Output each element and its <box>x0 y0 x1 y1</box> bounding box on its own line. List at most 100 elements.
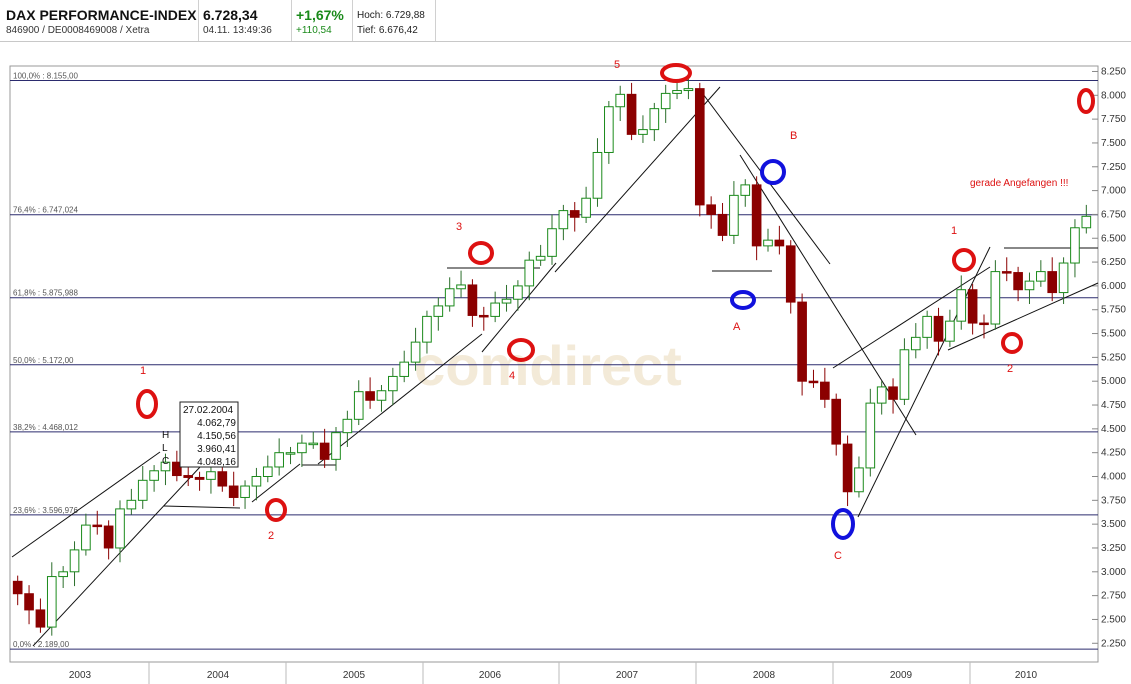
candle-86 <box>990 260 1001 330</box>
y-tick-label-17: 4.000 <box>1101 472 1126 483</box>
red-circle-4 <box>660 63 692 83</box>
fib-label-3: 50,0% : 5.172,00 <box>13 356 74 365</box>
wave-label-9: 2 <box>1007 363 1013 375</box>
candle-46 <box>535 244 546 266</box>
fib-label-6: 0,0% : 2.189,00 <box>13 640 70 649</box>
candle-41 <box>478 306 489 331</box>
wave-label-1: 2 <box>268 530 274 542</box>
candle-28 <box>331 426 341 471</box>
trendlines <box>11 86 1099 647</box>
y-tick-label-5: 7.000 <box>1101 186 1126 197</box>
candle-90 <box>1036 260 1046 287</box>
y-tick-label-1: 8.000 <box>1101 90 1126 101</box>
annotations: 1 2 3 4 5 B A C 1 2 <box>136 59 1095 562</box>
candle-40 <box>467 279 478 327</box>
day-low: Tief: 6.676,42 <box>357 25 418 36</box>
candle-85 <box>979 314 989 339</box>
price-cell: 6.728,34 04.11. 13:49:36 <box>199 0 292 41</box>
y-tick-label-14: 4.750 <box>1101 400 1126 411</box>
y-tick-label-16: 4.250 <box>1101 448 1126 459</box>
instrument-cell: DAX PERFORMANCE-INDEX 846900 / DE0008469… <box>0 0 199 41</box>
x-tick-label-3: 2006 <box>479 670 502 681</box>
fib-label-1: 76,4% : 6.747,024 <box>13 206 78 215</box>
y-tick-label-8: 6.250 <box>1101 257 1126 268</box>
candle-75 <box>865 388 876 477</box>
candle-61 <box>706 196 716 229</box>
candle-77 <box>888 378 898 414</box>
candle-89 <box>1024 272 1035 305</box>
candle-37 <box>433 297 444 331</box>
price-tooltip: 27.02.2004 4.062,79 4.150,56 3.960,41 4.… <box>162 401 239 468</box>
candle-49 <box>569 202 580 232</box>
tooltip-key-l: L <box>162 443 168 454</box>
candle-13 <box>160 453 171 486</box>
y-tick-label-4: 7.250 <box>1101 162 1126 173</box>
candle-3 <box>46 562 57 636</box>
wave-label-5: B <box>790 130 797 142</box>
candle-56 <box>649 102 660 142</box>
wave-label-4: 5 <box>614 59 620 71</box>
candle-67 <box>774 225 785 255</box>
candle-4 <box>58 566 68 589</box>
candle-34 <box>399 350 410 383</box>
candle-65 <box>751 176 762 261</box>
tooltip-key-c: C <box>162 456 169 467</box>
candle-60 <box>694 82 705 217</box>
candle-45 <box>524 251 535 301</box>
candle-22 <box>262 455 273 483</box>
candle-43 <box>501 284 512 312</box>
candle-30 <box>353 380 364 426</box>
red-circle-5 <box>1077 88 1095 114</box>
candle-39 <box>456 270 466 298</box>
x-axis: 2003 2004 2005 2006 2007 2008 2009 2010 <box>69 662 1038 684</box>
candle-87 <box>1001 257 1012 282</box>
x-tick-label-1: 2004 <box>207 670 230 681</box>
candle-92 <box>1058 257 1069 305</box>
tooltip-high: 4.150,56 <box>197 431 236 442</box>
candle-35 <box>410 327 421 371</box>
candle-14 <box>172 450 182 482</box>
fib-label-2: 61,8% : 5.875,988 <box>13 289 78 298</box>
candle-44 <box>513 280 523 311</box>
y-tick-label-22: 2.750 <box>1101 591 1126 602</box>
red-circle-1 <box>265 498 287 522</box>
day-high: Hoch: 6.729,88 <box>357 10 425 21</box>
annotation-note: gerade Angefangen !!! <box>970 178 1068 189</box>
tooltip-open: 4.062,79 <box>197 418 236 429</box>
trendline-4 <box>317 333 483 465</box>
candle-6 <box>81 513 91 556</box>
trendline-3 <box>251 463 301 503</box>
y-tick-label-11: 5.500 <box>1101 329 1126 340</box>
candle-94 <box>1081 204 1092 234</box>
candle-51 <box>592 138 603 207</box>
candle-32 <box>376 385 387 412</box>
change-cell: +1,67% +110,54 <box>292 0 353 41</box>
candle-26 <box>308 431 319 449</box>
candle-93 <box>1070 219 1080 278</box>
tooltip-low: 3.960,41 <box>197 444 236 455</box>
candle-84 <box>967 283 978 335</box>
y-tick-label-7: 6.500 <box>1101 233 1126 244</box>
blue-circle-2 <box>831 508 855 540</box>
y-tick-label-3: 7.500 <box>1101 138 1126 149</box>
quote-header: DAX PERFORMANCE-INDEX 846900 / DE0008469… <box>0 0 1131 42</box>
trendline-1 <box>32 451 215 647</box>
x-tick-label-6: 2009 <box>890 670 913 681</box>
trendline-14 <box>947 282 1099 351</box>
instrument-id: 846900 / DE0008469008 / Xetra <box>6 25 150 36</box>
candle-63 <box>729 181 739 244</box>
y-axis: 8.250 8.000 7.750 7.500 7.250 7.000 6.750 6.500… <box>1092 66 1126 649</box>
red-circle-0 <box>136 389 158 419</box>
plot-area <box>9 65 1099 663</box>
y-tick-label-15: 4.500 <box>1101 424 1126 435</box>
candle-69 <box>797 293 807 396</box>
candle-64 <box>740 179 751 207</box>
candle-0 <box>12 575 23 606</box>
candle-8 <box>103 520 114 560</box>
candle-74 <box>854 456 864 498</box>
candle-54 <box>626 82 637 141</box>
candle-91 <box>1047 257 1058 302</box>
candlestick-chart: comdirect 100,0% : 8.155,00 76,4% : 6.747… <box>9 59 1126 684</box>
wave-label-6: A <box>733 321 741 333</box>
y-tick-label-6: 6.750 <box>1101 209 1126 220</box>
